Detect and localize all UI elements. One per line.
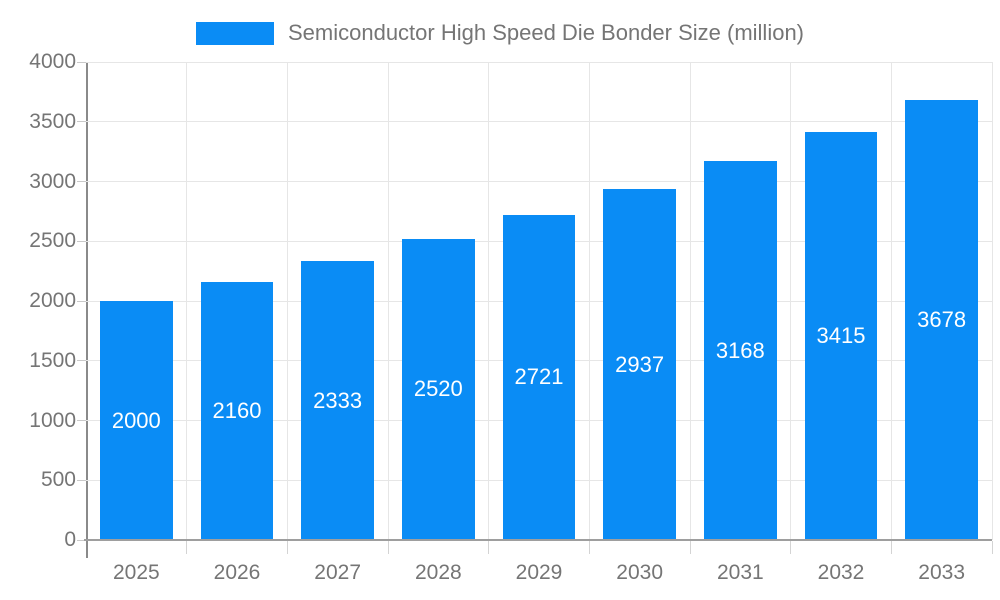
y-axis-tick <box>77 479 86 481</box>
y-axis-tick <box>77 539 86 541</box>
bar-value-label: 3678 <box>917 307 967 333</box>
bar[interactable] <box>502 214 576 540</box>
y-axis-line <box>86 62 88 558</box>
v-gridline <box>186 62 188 540</box>
h-gridline <box>86 121 992 123</box>
x-axis-line <box>84 539 992 541</box>
y-axis-tick <box>77 360 86 362</box>
bar[interactable] <box>402 238 475 540</box>
x-axis-tick <box>790 541 792 554</box>
v-gridline <box>991 62 993 540</box>
v-gridline <box>790 62 792 540</box>
y-axis-tick <box>77 61 86 63</box>
y-axis-tick-label: 3000 <box>29 169 76 193</box>
y-axis-tick <box>77 121 86 123</box>
legend-item[interactable]: Semiconductor High Speed Die Bonder Size… <box>195 20 805 46</box>
x-axis-tick-label: 2029 <box>515 561 563 584</box>
x-axis-tick-label: 2025 <box>112 561 160 584</box>
y-axis-tick-label: 2000 <box>29 289 76 312</box>
bar[interactable] <box>603 189 676 540</box>
legend-swatch <box>195 21 274 45</box>
y-axis-tick-label: 2500 <box>29 229 76 253</box>
v-gridline <box>387 62 389 540</box>
h-gridline <box>86 181 992 182</box>
y-axis-tick-label: 3500 <box>29 109 76 133</box>
bar-value-label: 3415 <box>816 322 866 348</box>
y-axis-tick <box>77 240 86 242</box>
y-axis-tick <box>77 420 86 421</box>
x-axis-tick-label: 2031 <box>716 561 764 584</box>
y-axis-tick-label: 0 <box>64 528 76 551</box>
x-axis-tick <box>991 541 993 554</box>
v-gridline <box>588 62 590 540</box>
v-gridline <box>488 62 490 540</box>
x-axis-tick <box>488 541 490 554</box>
v-gridline <box>286 62 288 540</box>
bar[interactable] <box>905 100 978 540</box>
x-axis-tick-label: 2032 <box>817 561 865 584</box>
bar[interactable] <box>100 301 173 540</box>
x-axis-tick <box>387 541 389 554</box>
v-gridline <box>890 62 892 540</box>
bar[interactable] <box>804 131 878 540</box>
x-axis-tick-label: 2027 <box>314 561 362 584</box>
y-axis-tick-label: 1000 <box>29 408 76 432</box>
bar[interactable] <box>704 161 777 540</box>
bar-value-label: 3168 <box>715 337 765 363</box>
bar-value-label: 2520 <box>413 376 463 402</box>
chart-title: Semiconductor High Speed Die Bonder Size… <box>287 20 805 45</box>
bar-value-label: 2000 <box>111 407 161 433</box>
x-axis-tick <box>186 541 188 554</box>
y-axis-tick <box>77 181 86 182</box>
bar-value-label: 2333 <box>313 387 363 413</box>
bar[interactable] <box>200 281 274 540</box>
x-axis-tick-label: 2026 <box>213 561 261 584</box>
bar[interactable] <box>301 261 374 540</box>
v-gridline <box>689 62 691 540</box>
bar-value-label: 2160 <box>212 397 262 423</box>
chart-legend: Semiconductor High Speed Die Bonder Size… <box>0 14 1000 52</box>
x-axis-tick <box>890 541 892 554</box>
h-gridline <box>86 61 992 63</box>
bar-value-label: 2937 <box>615 351 665 377</box>
x-axis-tick-label: 2028 <box>414 561 462 584</box>
x-axis-tick <box>286 541 288 554</box>
x-axis-tick-label: 2033 <box>918 561 966 584</box>
x-axis-tick-label: 2030 <box>616 561 664 584</box>
x-axis-tick <box>689 541 691 554</box>
y-axis-tick-label: 500 <box>40 468 76 492</box>
y-axis-tick-label: 4000 <box>29 50 76 73</box>
x-axis-tick <box>588 541 590 554</box>
y-axis-tick <box>77 300 86 302</box>
y-axis-tick-label: 1500 <box>29 348 76 372</box>
bar-value-label: 2721 <box>514 364 564 390</box>
